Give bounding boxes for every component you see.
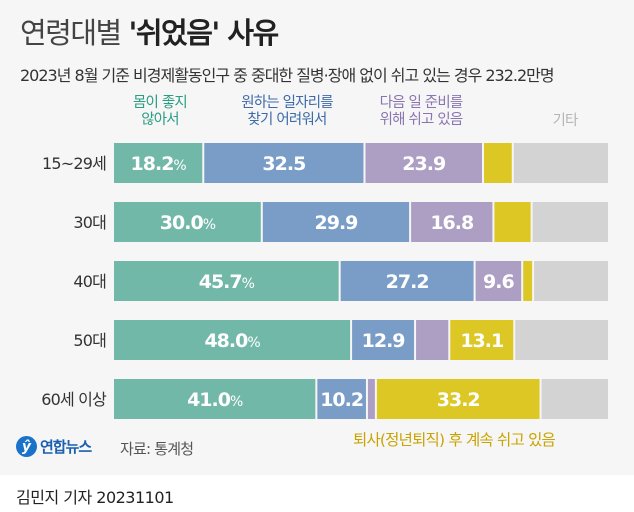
bar-segment-health	[114, 379, 316, 419]
bar-segment-retired	[450, 320, 514, 360]
bar-segment-job-search	[352, 320, 415, 360]
title-bold: '쉬었음' 사유	[128, 16, 279, 50]
data-label: 27.2	[386, 271, 429, 293]
bar-segment-retired	[494, 202, 531, 242]
title-light: 연령대별	[20, 16, 129, 50]
data-label: 23.9	[402, 153, 445, 175]
bar-segment-next-job	[475, 261, 522, 301]
bar-segment-other	[532, 202, 608, 242]
legend-health: 몸이 좋지 않아서	[133, 95, 188, 128]
bar-segment-retired	[376, 379, 540, 419]
data-label: 29.9	[315, 212, 358, 234]
data-label: 18.2%	[131, 153, 187, 175]
bar-segment-other	[515, 320, 608, 360]
bar-segment-health	[114, 320, 351, 360]
bar-segment-job-search	[317, 379, 366, 419]
bar-segment-next-job	[416, 320, 449, 360]
legend-job-search: 원하는 일자리를 찾기 어려워서	[241, 95, 333, 128]
source-text: 자료: 통계청	[120, 440, 194, 458]
data-label: 41.0%	[187, 389, 243, 411]
category-label: 50대	[73, 331, 106, 350]
bar-segment-next-job	[365, 143, 483, 183]
data-label: 9.6	[483, 271, 514, 293]
bar-segment-job-search	[262, 202, 410, 242]
bar-segment-health	[114, 143, 203, 183]
data-label: 10.2	[320, 389, 363, 411]
data-label: 30.0%	[160, 212, 216, 234]
data-label: 33.2	[437, 389, 480, 411]
data-label: 48.0%	[204, 330, 260, 352]
bar-segment-job-search	[204, 143, 364, 183]
bar-segment-health	[114, 202, 261, 242]
category-label: 40대	[73, 272, 106, 291]
legend-other: 기타	[552, 113, 578, 129]
bar-segment-other	[513, 143, 608, 183]
data-label: 12.9	[362, 330, 405, 352]
subtitle: 2023년 8월 기준 비경제활동인구 중 중대한 질병·장애 없이 쉬고 있는…	[20, 66, 555, 85]
bar-segment-other	[541, 379, 608, 419]
bar-segment-next-job	[367, 379, 375, 419]
bar-segment-job-search	[340, 261, 474, 301]
category-label: 60세 이상	[41, 390, 107, 409]
legend-retired: 퇴사(정년퇴직) 후 계속 쉬고 있음	[353, 431, 556, 449]
legend-next-job: 다음 일 준비를 위해 쉬고 있음	[379, 95, 464, 128]
yonhap-logo-icon: ŷ	[16, 436, 37, 457]
bar-segment-retired	[523, 261, 533, 301]
yonhap-logo: ŷ 연합뉴스	[16, 436, 92, 457]
byline: 김민지 기자 20231101	[16, 488, 174, 507]
data-label: 13.1	[460, 330, 503, 352]
page-title: 연령대별 '쉬었음' 사유	[20, 10, 279, 52]
bar-segment-retired	[484, 143, 512, 183]
data-label: 16.8	[430, 212, 474, 234]
data-label: 32.5	[262, 153, 305, 175]
bar-segment-next-job	[411, 202, 493, 242]
logo-text: 연합뉴스	[40, 438, 92, 456]
category-label: 15~29세	[42, 154, 106, 173]
bar-segment-health	[114, 261, 339, 301]
stacked-bar-chart: 15~29세 18.2% 32.5 23.9 30대 30.0% 29.9 16.8 40대 45…	[41, 143, 608, 419]
data-label: 45.7%	[199, 271, 255, 293]
category-label: 30대	[73, 213, 106, 232]
bar-segment-other	[534, 261, 608, 301]
